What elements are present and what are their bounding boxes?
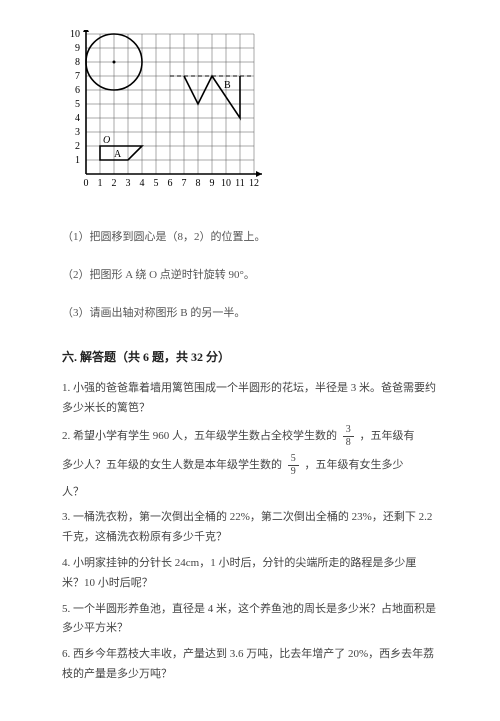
section-6-title: 六. 解答题（共 6 题，共 32 分） bbox=[62, 348, 438, 365]
problem-6: 6. 西乡今年荔枝大丰收，产量达到 3.6 万吨，比去年增产了 20%，西乡去年… bbox=[62, 645, 438, 685]
grid-figure: 012345678910111212345678910OAB bbox=[62, 30, 438, 204]
svg-text:A: A bbox=[114, 149, 122, 160]
svg-text:3: 3 bbox=[126, 178, 131, 189]
p2d-text: ，五年级有女生多少 bbox=[305, 459, 404, 471]
svg-text:1: 1 bbox=[98, 178, 103, 189]
problem-2-line3: 人？ bbox=[62, 483, 438, 503]
svg-text:O: O bbox=[103, 135, 110, 146]
problem-3: 3. 一桶洗衣粉，第一次倒出全桶的 22%，第二次倒出全桶的 23%，还剩下 2… bbox=[62, 508, 438, 548]
problem-4: 4. 小明家挂钟的分针长 24cm，1 小时后，分针的尖端所走的路程是多少厘米？… bbox=[62, 554, 438, 594]
subquestion-3: （3）请画出轴对称图形 B 的另一半。 bbox=[62, 304, 438, 320]
grid-svg: 012345678910111212345678910OAB bbox=[62, 30, 272, 200]
svg-text:4: 4 bbox=[140, 178, 145, 189]
problem-5: 5. 一个半圆形养鱼池，直径是 4 米，这个养鱼池的周长是多少米？占地面积是多少… bbox=[62, 600, 438, 640]
p2c-text: 多少人？五年级的女生人数是本年级学生数的 bbox=[62, 459, 282, 471]
fraction-3-8: 3 8 bbox=[343, 425, 354, 448]
svg-text:8: 8 bbox=[196, 178, 201, 189]
svg-text:11: 11 bbox=[235, 178, 245, 189]
svg-text:5: 5 bbox=[75, 99, 80, 110]
svg-text:2: 2 bbox=[112, 178, 117, 189]
svg-text:10: 10 bbox=[221, 178, 231, 189]
p2a-text: 2. 希望小学有学生 960 人，五年级学生数占全校学生数的 bbox=[62, 430, 337, 442]
svg-text:7: 7 bbox=[75, 71, 80, 82]
svg-text:8: 8 bbox=[75, 57, 80, 68]
svg-text:3: 3 bbox=[75, 127, 80, 138]
svg-text:2: 2 bbox=[75, 141, 80, 152]
p2b-text: ，五年级有 bbox=[360, 430, 415, 442]
svg-text:6: 6 bbox=[75, 85, 80, 96]
problem-1: 1. 小强的爸爸靠着墙用篱笆围成一个半圆形的花坛，半径是 3 米。爸爸需要约多少… bbox=[62, 379, 438, 419]
fraction-5-9: 5 9 bbox=[288, 454, 299, 477]
subquestion-1: （1）把圆移到圆心是（8，2）的位置上。 bbox=[62, 228, 438, 244]
problem-2-line2: 多少人？五年级的女生人数是本年级学生数的 5 9 ，五年级有女生多少 bbox=[62, 454, 438, 477]
frac-num: 5 bbox=[288, 454, 299, 466]
svg-text:0: 0 bbox=[84, 178, 89, 189]
svg-text:9: 9 bbox=[75, 43, 80, 54]
frac-num: 3 bbox=[343, 425, 354, 437]
svg-text:1: 1 bbox=[75, 155, 80, 166]
frac-den: 9 bbox=[288, 466, 299, 477]
subquestion-2: （2）把图形 A 绕 O 点逆时针旋转 90°。 bbox=[62, 266, 438, 282]
svg-text:B: B bbox=[224, 80, 231, 91]
svg-text:6: 6 bbox=[168, 178, 173, 189]
svg-text:5: 5 bbox=[154, 178, 159, 189]
frac-den: 8 bbox=[343, 437, 354, 448]
svg-text:10: 10 bbox=[70, 30, 80, 40]
svg-text:12: 12 bbox=[249, 178, 259, 189]
svg-text:9: 9 bbox=[210, 178, 215, 189]
svg-text:7: 7 bbox=[182, 178, 187, 189]
problem-2-line1: 2. 希望小学有学生 960 人，五年级学生数占全校学生数的 3 8 ，五年级有 bbox=[62, 425, 438, 448]
svg-text:4: 4 bbox=[75, 113, 80, 124]
